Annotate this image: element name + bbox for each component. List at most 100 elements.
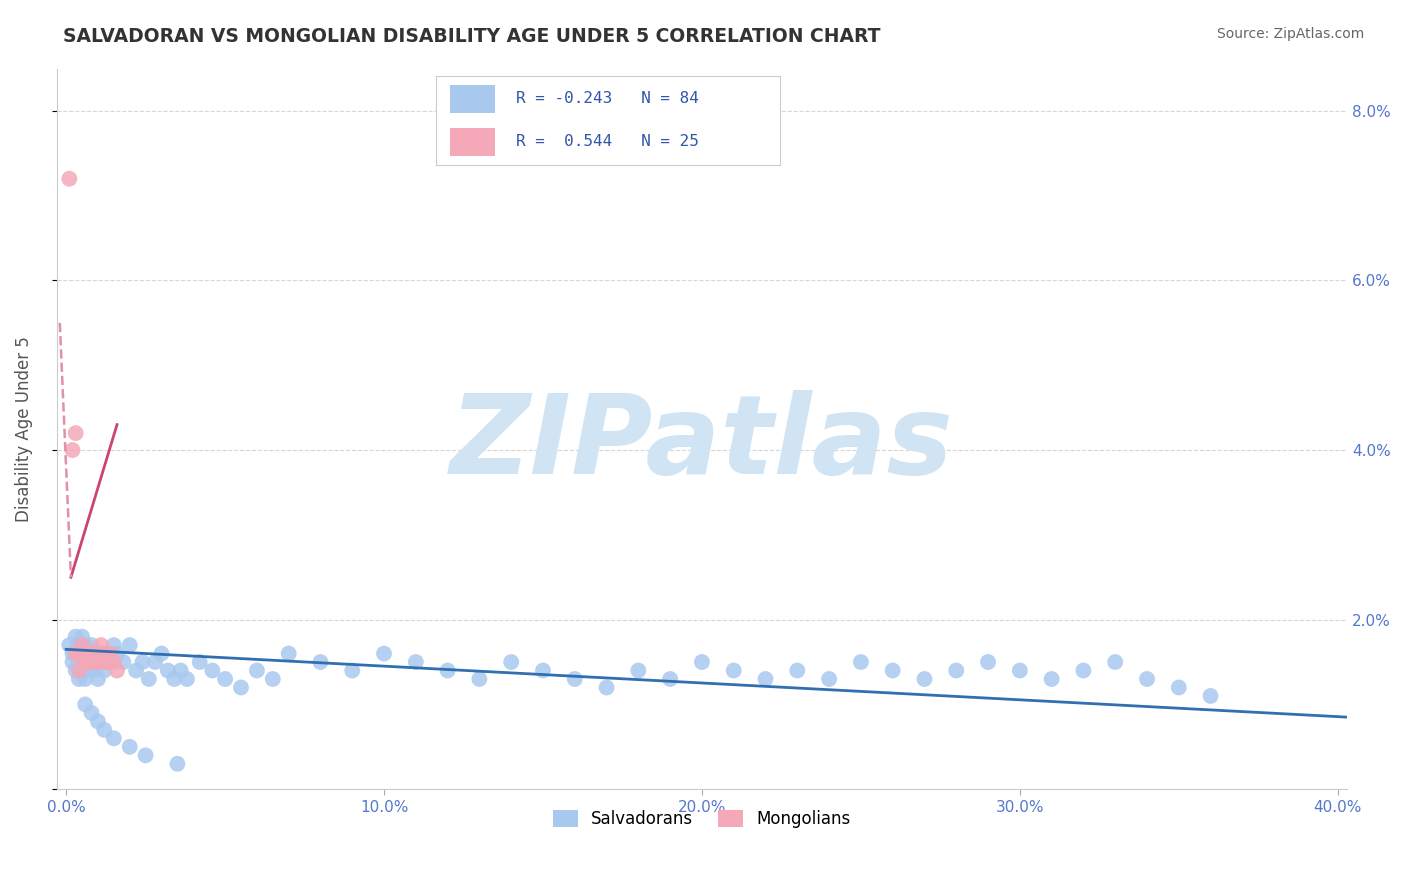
Point (150, 647, 173, 661)
Point (436, 664, 458, 678)
Point (105, 664, 128, 678)
Point (65, 664, 87, 678)
Point (118, 739, 141, 754)
Point (309, 655, 332, 669)
Point (882, 664, 904, 678)
Point (87, 647, 110, 661)
Point (595, 681, 617, 695)
Point (229, 681, 252, 695)
Point (112, 655, 135, 669)
Bar (450, 85, 495, 113)
Point (75, 672, 97, 686)
Point (58, 171, 80, 186)
Point (1167, 681, 1189, 695)
Point (70, 638, 93, 652)
Point (70, 647, 93, 661)
Point (945, 664, 967, 678)
Point (75, 638, 97, 652)
Point (83, 655, 105, 669)
Bar (450, 128, 495, 156)
Point (468, 672, 491, 686)
Point (67, 664, 90, 678)
Point (70, 664, 93, 678)
Point (169, 664, 191, 678)
Point (80, 706, 103, 720)
Text: R = -0.243   N = 84: R = -0.243 N = 84 (516, 91, 699, 106)
Point (1199, 689, 1222, 703)
Y-axis label: Disability Age Under 5: Disability Age Under 5 (15, 336, 32, 522)
Point (62, 647, 84, 661)
Point (143, 655, 166, 669)
Point (531, 664, 554, 678)
Point (105, 647, 128, 661)
Point (342, 664, 364, 678)
Point (65, 647, 87, 661)
Point (77, 655, 100, 669)
Point (87, 672, 110, 686)
Point (65, 647, 87, 661)
Point (70, 647, 93, 661)
Point (373, 647, 395, 661)
Point (103, 638, 125, 652)
Point (67, 638, 90, 652)
Point (1104, 655, 1126, 669)
Point (83, 647, 105, 661)
Point (87, 714, 110, 729)
Point (67, 655, 90, 669)
Point (100, 647, 122, 661)
Point (214, 672, 236, 686)
Point (93, 655, 115, 669)
Point (75, 655, 97, 669)
Point (77, 664, 100, 678)
Text: R =  0.544   N = 25: R = 0.544 N = 25 (516, 134, 699, 149)
Point (188, 655, 211, 669)
Point (156, 664, 179, 678)
Point (501, 655, 523, 669)
Point (125, 664, 148, 678)
Point (62, 443, 84, 458)
Point (166, 756, 188, 771)
Point (90, 655, 112, 669)
Point (1040, 672, 1063, 686)
Point (914, 672, 936, 686)
Point (1073, 664, 1095, 678)
Point (786, 664, 808, 678)
Point (80, 655, 103, 669)
Point (96, 655, 118, 669)
Point (77, 647, 100, 661)
Point (87, 647, 110, 661)
Point (977, 655, 1000, 669)
Point (58, 638, 80, 652)
Point (96, 647, 118, 661)
Point (1008, 664, 1031, 678)
Point (1136, 672, 1159, 686)
Point (83, 647, 105, 661)
Point (90, 647, 112, 661)
Point (138, 672, 160, 686)
Point (135, 748, 157, 763)
Point (70, 630, 93, 644)
Point (67, 672, 90, 686)
Point (93, 647, 115, 661)
Point (80, 655, 103, 669)
Point (627, 664, 650, 678)
Text: SALVADORAN VS MONGOLIAN DISABILITY AGE UNDER 5 CORRELATION CHART: SALVADORAN VS MONGOLIAN DISABILITY AGE U… (63, 27, 880, 45)
Point (277, 647, 299, 661)
Point (659, 672, 682, 686)
Point (262, 672, 284, 686)
Point (754, 672, 776, 686)
Text: ZIPatlas: ZIPatlas (450, 390, 953, 497)
Point (131, 655, 153, 669)
Point (818, 672, 841, 686)
Text: Source: ZipAtlas.com: Source: ZipAtlas.com (1216, 27, 1364, 41)
Point (67, 647, 90, 661)
Legend: Salvadorans, Mongolians: Salvadorans, Mongolians (547, 804, 858, 835)
Point (201, 664, 224, 678)
Point (75, 698, 97, 712)
Point (690, 655, 713, 669)
Point (93, 723, 115, 737)
Point (65, 426, 87, 441)
Point (65, 630, 87, 644)
Point (723, 664, 745, 678)
Point (103, 655, 125, 669)
